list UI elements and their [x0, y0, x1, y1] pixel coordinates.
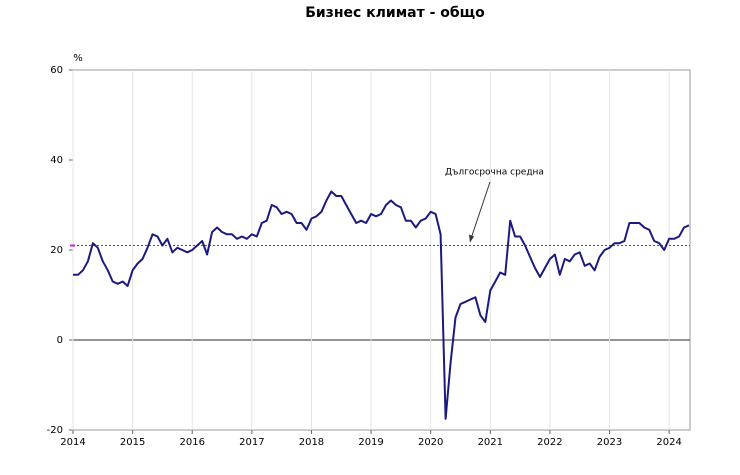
x-tick-label: 2014: [60, 437, 85, 448]
y-unit: %: [73, 53, 83, 64]
plot-frame: [72, 69, 691, 431]
y-tick-label: 40: [50, 155, 63, 166]
x-tick-label: 2016: [180, 437, 205, 448]
x-tick-label: 2020: [418, 437, 443, 448]
x-tick-label: 2015: [120, 437, 145, 448]
y-tick-label: 20: [50, 245, 63, 256]
y-tick-label: -20: [47, 425, 63, 436]
annotation: Дългосрочна средна: [445, 168, 544, 178]
x-tick-label: 2023: [597, 437, 622, 448]
x-tick-label: 2022: [537, 437, 562, 448]
data-line: [73, 190, 690, 420]
annotation-arrow: [469, 181, 491, 242]
x-tick-label: 2017: [239, 437, 264, 448]
x-tick-label: 2024: [656, 437, 681, 448]
x-tick-label: 2019: [358, 437, 383, 448]
chart-title: Бизнес климат - общо: [305, 5, 485, 21]
y-tick-label: 60: [50, 65, 63, 76]
x-tick-label: 2018: [299, 437, 324, 448]
x-tick-label: 2021: [478, 437, 503, 448]
y-tick-label: 0: [57, 335, 63, 346]
arrow-head: [469, 234, 474, 243]
